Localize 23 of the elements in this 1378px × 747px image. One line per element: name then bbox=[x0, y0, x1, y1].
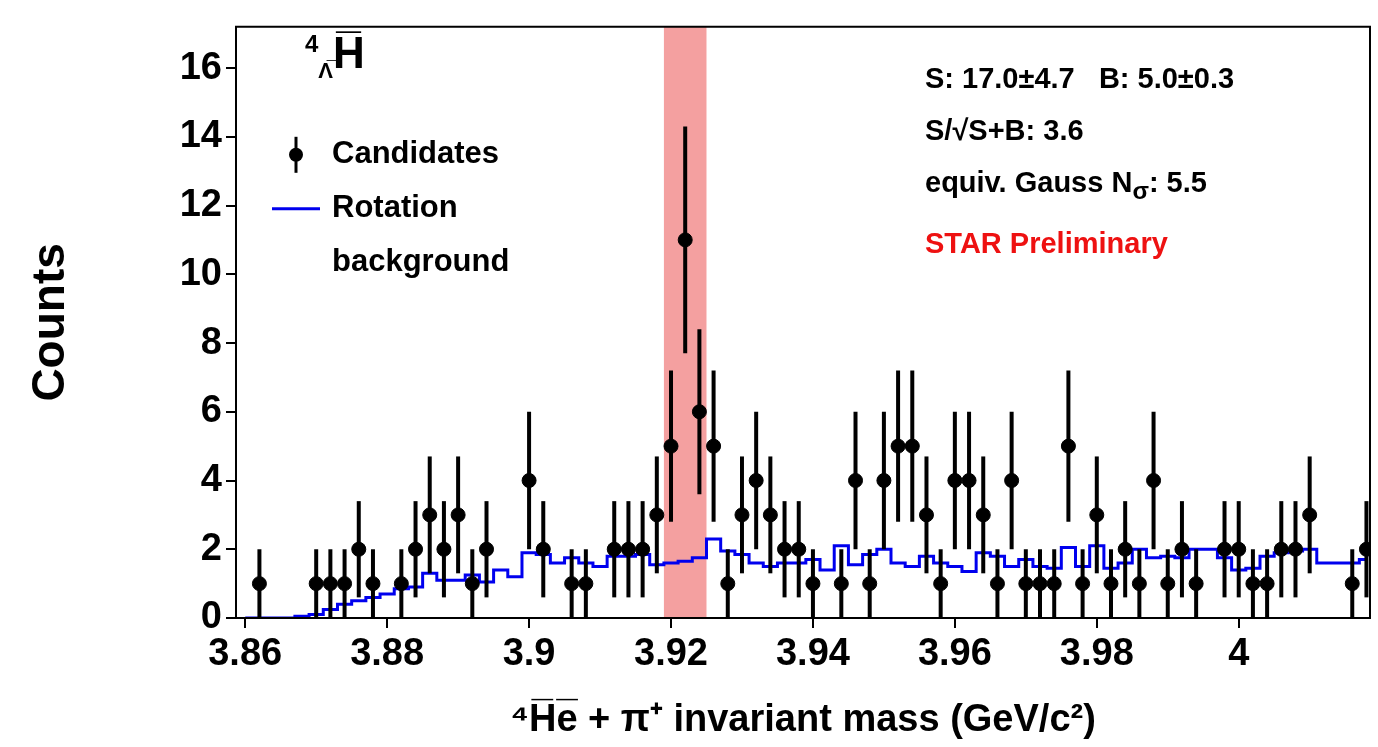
x-tick-label: 4 bbox=[1228, 631, 1250, 674]
x-tick-label: 3.88 bbox=[350, 631, 425, 674]
x-tick-label: 3.92 bbox=[634, 631, 708, 674]
annotation: equiv. Gauss N$_{σ}$: 5.5 bbox=[925, 165, 1208, 206]
legend-label: Rotation background bbox=[332, 189, 510, 279]
y-tick-label: 14 bbox=[179, 113, 222, 156]
y-tick-label: 16 bbox=[179, 44, 222, 87]
annotation: S/√S+B: 3.6 bbox=[925, 113, 1085, 148]
y-axis-title: Counts bbox=[22, 243, 75, 402]
x-tick-label: 3.9 bbox=[502, 631, 556, 674]
x-tick-label: 3.98 bbox=[1059, 631, 1134, 674]
annotation: S: 17.0±4.7 B: 5.0±0.3 bbox=[925, 61, 1235, 96]
y-tick-label: 6 bbox=[200, 388, 222, 431]
y-tick-label: 4 bbox=[200, 457, 222, 499]
y-tick-label: 10 bbox=[179, 250, 222, 293]
x-axis-title: ⁴H̅e̅ + π⁺ invariant mass (GeV/c²) bbox=[510, 696, 1096, 739]
y-tick-label: 8 bbox=[200, 319, 222, 362]
legend-label: Candidates bbox=[332, 135, 500, 171]
annotation: STAR Preliminary bbox=[925, 225, 1169, 261]
x-tick-label: 3.94 bbox=[775, 631, 850, 674]
y-tick-label: 12 bbox=[179, 182, 222, 225]
x-tick-label: 3.96 bbox=[917, 631, 992, 674]
y-tick-label: 2 bbox=[200, 525, 222, 568]
